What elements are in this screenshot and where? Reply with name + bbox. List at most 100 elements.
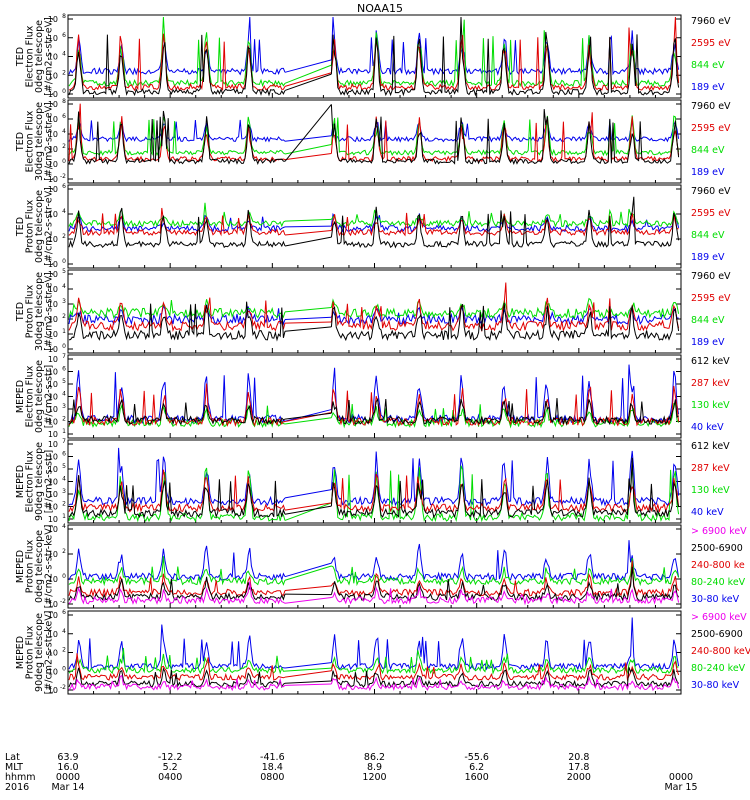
y-label-line: TED xyxy=(15,47,26,67)
data-gap-connector xyxy=(284,662,332,669)
y-tick-label: 10 xyxy=(48,550,58,559)
y-tick-exponent: 0 xyxy=(62,258,66,265)
y-tick-exponent: 2 xyxy=(62,647,66,654)
y-tick-label: 10 xyxy=(48,355,58,364)
y-tick-exponent: 4 xyxy=(62,208,66,215)
legend-entry: 240-800 keV xyxy=(691,646,750,657)
y-tick-exponent: 4 xyxy=(62,51,66,58)
x-axis-mlt-label: 5.2 xyxy=(163,762,178,773)
series-line-2595-ev xyxy=(330,282,680,332)
y-label-line: 0deg telescope xyxy=(34,190,45,263)
legend-entry: 287 keV xyxy=(691,378,730,389)
y-tick-label: 10 xyxy=(48,630,58,639)
y-tick-label: 10 xyxy=(48,575,58,584)
legend-entry: 80-240 keV xyxy=(691,663,746,674)
data-gap-connector xyxy=(284,417,332,425)
series-line-40-kev xyxy=(68,370,286,425)
legend-entry: 7960 eV xyxy=(691,101,731,112)
series-line-287-kev xyxy=(330,473,680,514)
y-label-line: [#/cm2-s-str] xyxy=(43,365,54,428)
x-axis-mlt-label: 8.9 xyxy=(367,762,382,773)
y-tick-exponent: 6 xyxy=(62,609,66,616)
y-tick-exponent: 0 xyxy=(62,665,66,672)
series-group xyxy=(68,617,680,692)
series-line-30-80-kev xyxy=(68,624,286,671)
figure-title: NOAA15 xyxy=(357,2,403,15)
y-tick-exponent: 2 xyxy=(62,233,66,240)
x-axis-row-label: hhmm xyxy=(5,772,36,783)
y-label-line: 90deg telescope xyxy=(34,613,45,692)
series-line-30-80-kev xyxy=(330,617,680,671)
x-axis-mlt-label: 16.0 xyxy=(57,762,78,773)
series-line-189-ev xyxy=(68,214,286,234)
series-group xyxy=(68,16,680,97)
y-tick-label: 10 xyxy=(48,667,58,676)
y-tick-label: 10 xyxy=(48,368,58,377)
y-label-line: Electron Flux xyxy=(24,25,35,87)
series-line-189-ev xyxy=(330,16,680,76)
legend: > 6900 keV 2500-6900 240-800 ke 80-240 keV 3… xyxy=(691,526,747,605)
data-gap-connector xyxy=(284,307,332,313)
legend-entry: 130 keV xyxy=(691,485,730,496)
series-line-2595-ev xyxy=(330,212,679,237)
legend-entry: 7960 eV xyxy=(691,16,731,27)
y-tick-label: 10 xyxy=(48,185,58,194)
y-tick-exponent: 6 xyxy=(62,366,66,373)
y-tick-label: 10 xyxy=(48,345,58,354)
y-tick-label: 10 xyxy=(48,600,58,609)
legend-entry: 7960 eV xyxy=(691,186,731,197)
x-axis-hhmm-label: 1600 xyxy=(465,772,489,783)
y-tick-label: 10 xyxy=(48,300,58,309)
legend: 7960 eV 2595 eV 844 eV 189 eV xyxy=(691,186,731,263)
data-gap-connector xyxy=(284,412,332,420)
series-line-844-ev xyxy=(330,19,680,88)
series-line-7960-ev xyxy=(330,104,680,165)
data-gap-connector xyxy=(284,326,332,332)
series-line--6900-kev xyxy=(68,674,286,692)
legend-entry: 612 keV xyxy=(691,441,730,452)
series-line-2595-ev xyxy=(68,297,286,333)
data-gap-connector xyxy=(284,670,332,678)
y-tick-exponent: 7 xyxy=(62,353,66,360)
y-tick-label: 10 xyxy=(48,490,58,499)
series-line-7960-ev xyxy=(68,301,286,342)
x-axis-lat-label: 86.2 xyxy=(364,752,385,763)
y-label-line: Electron Flux xyxy=(24,450,35,512)
series-line--6900-kev xyxy=(330,675,680,692)
y-label-line: 0deg telescope xyxy=(34,20,45,93)
y-tick-label: 10 xyxy=(48,34,58,43)
data-gap-connector xyxy=(284,321,332,324)
data-gap-connector xyxy=(284,152,332,161)
y-tick-exponent: -2 xyxy=(60,173,66,180)
y-tick-label: 10 xyxy=(48,145,58,154)
y-tick-exponent: 2 xyxy=(62,69,66,76)
y-tick-label: 10 xyxy=(48,515,58,524)
x-axis-lat-label: -55.6 xyxy=(464,752,489,763)
y-label-line: 0deg telescope xyxy=(34,530,45,603)
legend-entry: 189 eV xyxy=(691,337,725,348)
y-tick-label: 10 xyxy=(48,15,58,24)
series-line-80-240-kev xyxy=(68,556,286,587)
y-tick-label: 10 xyxy=(48,453,58,462)
series-line-844-ev xyxy=(330,297,680,320)
y-tick-exponent: 1 xyxy=(62,513,66,520)
data-gap-connector xyxy=(284,562,332,578)
y-label-line: MEPED xyxy=(15,465,26,498)
data-gap-connector xyxy=(284,565,332,581)
legend-entry: 189 eV xyxy=(691,82,725,93)
y-label-line: [#/cm2-s-str-eV] xyxy=(43,187,54,266)
x-axis-mlt-label: 18.4 xyxy=(262,762,283,773)
x-axis-hhmm-label: 1200 xyxy=(362,772,386,783)
series-group xyxy=(68,196,680,249)
y-tick-label: 10 xyxy=(48,418,58,427)
series-line-189-ev xyxy=(68,16,286,76)
y-tick-label: 10 xyxy=(48,210,58,219)
legend-entry: 844 eV xyxy=(691,60,725,71)
